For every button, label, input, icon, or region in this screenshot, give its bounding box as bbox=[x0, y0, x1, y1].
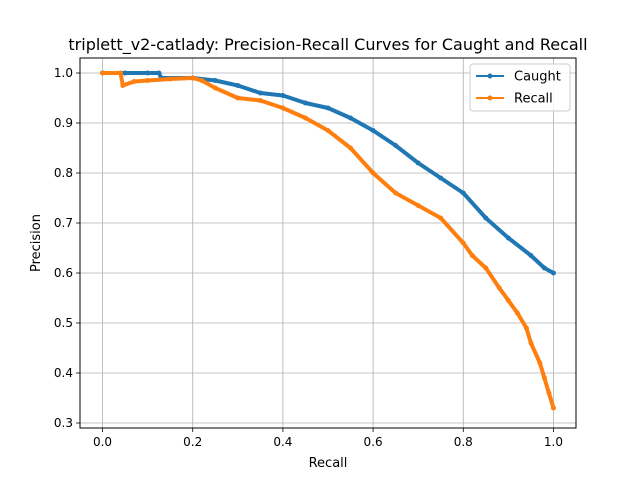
series-points-recall bbox=[100, 70, 556, 411]
data-point-caught bbox=[235, 83, 241, 88]
x-tick-label: 1.0 bbox=[544, 435, 563, 449]
x-tick-label: 0.4 bbox=[273, 435, 292, 449]
data-point-recall bbox=[550, 405, 556, 411]
y-axis-label: Precision bbox=[29, 214, 44, 272]
data-point-recall bbox=[257, 98, 263, 103]
data-point-recall bbox=[438, 215, 444, 221]
x-tick-label: 0.2 bbox=[183, 435, 202, 449]
data-point-recall bbox=[514, 310, 520, 316]
x-tick-label: 0.6 bbox=[364, 435, 383, 449]
legend: Caught Recall bbox=[469, 63, 571, 112]
data-point-recall bbox=[460, 240, 466, 246]
data-point-caught bbox=[145, 70, 151, 76]
y-tick-label: 0.5 bbox=[54, 316, 73, 330]
data-point-caught bbox=[438, 175, 444, 181]
data-point-recall bbox=[505, 298, 511, 303]
data-point-recall bbox=[280, 105, 286, 111]
data-point-recall bbox=[546, 390, 552, 396]
data-point-caught bbox=[302, 100, 308, 106]
y-tick-label: 0.9 bbox=[54, 116, 73, 130]
data-point-recall bbox=[131, 79, 137, 84]
x-tick-label: 0.0 bbox=[93, 435, 112, 449]
data-point-recall bbox=[302, 115, 308, 121]
x-tick-label: 0.8 bbox=[454, 435, 473, 449]
grid bbox=[80, 58, 576, 428]
data-point-recall bbox=[120, 83, 126, 88]
data-point-caught bbox=[483, 215, 489, 221]
data-point-caught bbox=[122, 70, 128, 76]
data-point-recall bbox=[199, 78, 205, 83]
data-point-caught bbox=[325, 105, 331, 111]
data-point-recall bbox=[541, 375, 547, 381]
data-point-caught bbox=[156, 70, 162, 76]
data-point-recall bbox=[235, 95, 241, 101]
data-point-recall bbox=[325, 128, 331, 133]
data-point-recall bbox=[528, 340, 534, 346]
y-tick-label: 1.0 bbox=[54, 66, 73, 80]
data-point-caught bbox=[460, 190, 466, 196]
data-point-caught bbox=[370, 128, 376, 133]
y-tick-label: 0.8 bbox=[54, 166, 73, 180]
data-point-recall bbox=[167, 76, 173, 82]
data-point-recall bbox=[118, 70, 124, 76]
plot-frame bbox=[79, 57, 577, 429]
data-point-caught bbox=[212, 78, 218, 83]
data-point-recall bbox=[469, 253, 475, 258]
ticks: 0.0 0.2 0.4 0.6 0.8 1.0 0.3 0.4 0.5 0.6 0.7 0.8 0.9 1… bbox=[54, 66, 563, 449]
data-point-caught bbox=[257, 90, 263, 96]
legend-marker-recall bbox=[487, 95, 493, 101]
data-point-caught bbox=[505, 235, 511, 241]
data-point-caught bbox=[550, 270, 556, 276]
data-point-recall bbox=[348, 145, 354, 151]
data-point-recall bbox=[370, 170, 376, 176]
data-point-caught bbox=[280, 93, 286, 98]
legend-label-caught: Caught bbox=[514, 70, 561, 85]
data-point-recall bbox=[496, 285, 502, 291]
data-point-caught bbox=[541, 265, 547, 271]
data-point-caught bbox=[393, 143, 399, 148]
series-layer bbox=[100, 70, 556, 411]
data-point-caught bbox=[348, 115, 354, 121]
y-tick-label: 0.6 bbox=[54, 266, 73, 280]
data-point-recall bbox=[190, 75, 196, 81]
data-point-recall bbox=[212, 85, 218, 91]
y-tick-label: 0.4 bbox=[54, 366, 73, 380]
data-point-recall bbox=[415, 203, 421, 208]
data-point-caught bbox=[415, 160, 421, 166]
data-point-recall bbox=[523, 325, 529, 331]
y-tick-label: 0.3 bbox=[54, 416, 73, 430]
chart-title: triplett_v2-catlady: Precision-Recall Cu… bbox=[68, 35, 587, 55]
data-point-recall bbox=[483, 265, 489, 271]
legend-label-recall: Recall bbox=[514, 92, 553, 107]
x-axis-label: Recall bbox=[309, 456, 348, 471]
data-point-recall bbox=[100, 70, 106, 76]
data-point-recall bbox=[145, 78, 151, 83]
data-point-recall bbox=[393, 190, 399, 196]
data-point-caught bbox=[528, 253, 534, 258]
data-point-recall bbox=[537, 360, 543, 366]
y-tick-label: 0.7 bbox=[54, 216, 73, 230]
legend-marker-caught bbox=[487, 73, 493, 79]
